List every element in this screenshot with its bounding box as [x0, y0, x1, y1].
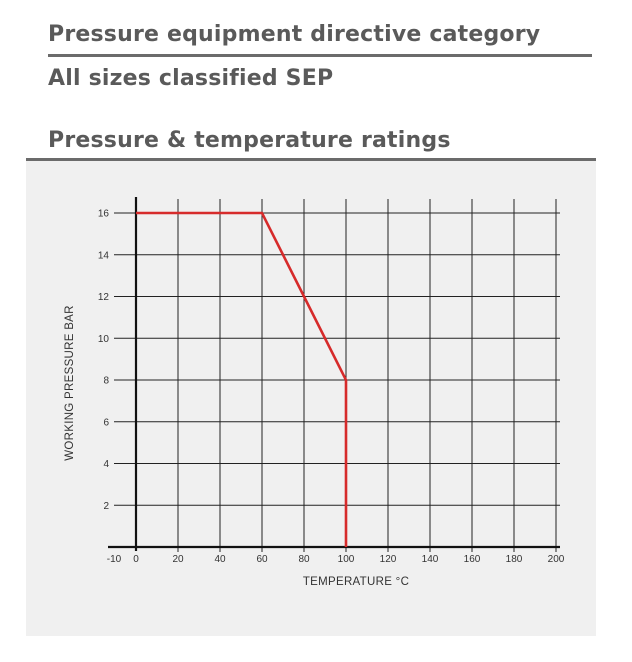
x-tick-label: 0	[133, 554, 139, 565]
y-tick-label: 4	[103, 459, 109, 470]
section-heading-directive: Pressure equipment directive category	[48, 22, 541, 47]
x-tick-label: 200	[548, 554, 565, 565]
x-tick-label: 160	[464, 554, 481, 565]
y-tick-label: 16	[98, 209, 110, 220]
section-heading-ratings: Pressure & temperature ratings	[48, 128, 451, 153]
x-tick-label: 180	[506, 554, 523, 565]
x-tick-label: -10	[107, 554, 122, 565]
section-heading-classification: All sizes classified SEP	[48, 66, 334, 91]
x-tick-label: 140	[422, 554, 439, 565]
chart-panel	[26, 161, 596, 636]
x-tick-label: 100	[338, 554, 355, 565]
y-tick-label: 14	[98, 250, 110, 261]
y-tick-label: 10	[98, 334, 110, 345]
y-tick-label: 6	[103, 417, 109, 428]
pressure-rating-line	[136, 211, 348, 547]
x-tick-label: 40	[214, 554, 226, 565]
x-tick-label: 60	[256, 554, 268, 565]
x-tick-label: 20	[172, 554, 184, 565]
y-tick-label: 8	[103, 376, 109, 387]
ratings-divider	[26, 158, 596, 161]
x-tick-label: 120	[380, 554, 397, 565]
x-axis-label: TEMPERATURE °C	[303, 576, 409, 588]
heading-divider	[48, 54, 592, 57]
y-tick-label: 2	[103, 501, 109, 512]
y-axis-label: WORKING PRESSURE BAR	[64, 305, 76, 461]
y-tick-label: 12	[98, 292, 110, 303]
x-tick-label: 80	[298, 554, 310, 565]
